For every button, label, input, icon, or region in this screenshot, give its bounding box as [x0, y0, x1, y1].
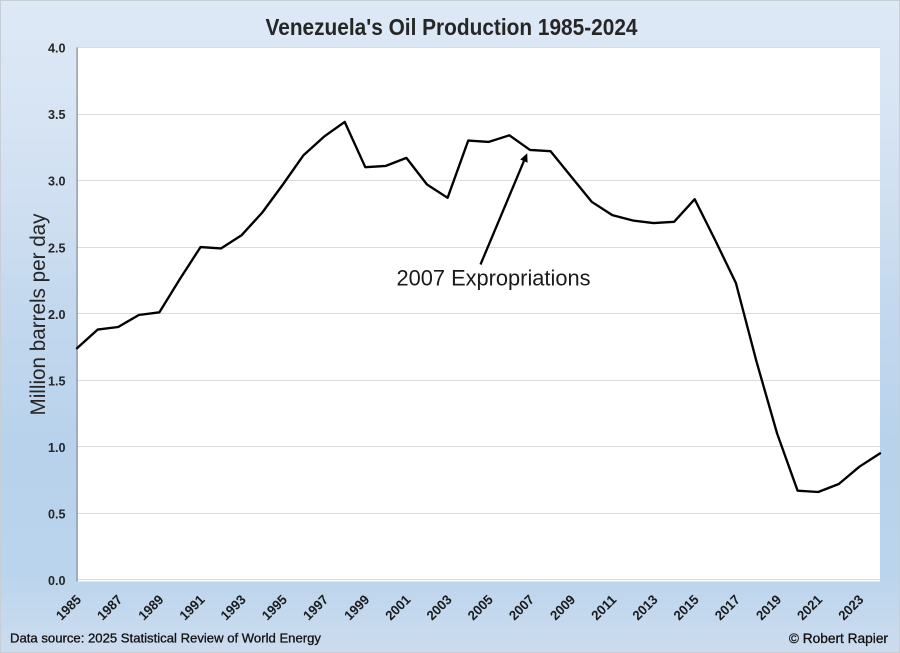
- svg-text:© Robert Rapier: © Robert Rapier: [789, 631, 889, 646]
- svg-text:3.5: 3.5: [48, 107, 66, 122]
- svg-text:4.0: 4.0: [48, 41, 66, 56]
- svg-text:1.0: 1.0: [48, 440, 66, 455]
- svg-text:Venezuela's Oil Production 198: Venezuela's Oil Production 1985-2024: [266, 14, 638, 40]
- svg-text:2007 Expropriations: 2007 Expropriations: [397, 266, 591, 291]
- svg-text:3.0: 3.0: [48, 174, 66, 189]
- svg-text:0.0: 0.0: [48, 573, 66, 588]
- svg-text:2.0: 2.0: [48, 307, 66, 322]
- svg-text:Million barrels per day: Million barrels per day: [27, 213, 50, 415]
- svg-text:1.5: 1.5: [48, 373, 66, 388]
- svg-text:0.5: 0.5: [48, 507, 66, 522]
- svg-text:2.5: 2.5: [48, 240, 66, 255]
- svg-text:Data source: 2025 Statistical: Data source: 2025 Statistical Review of …: [10, 631, 321, 646]
